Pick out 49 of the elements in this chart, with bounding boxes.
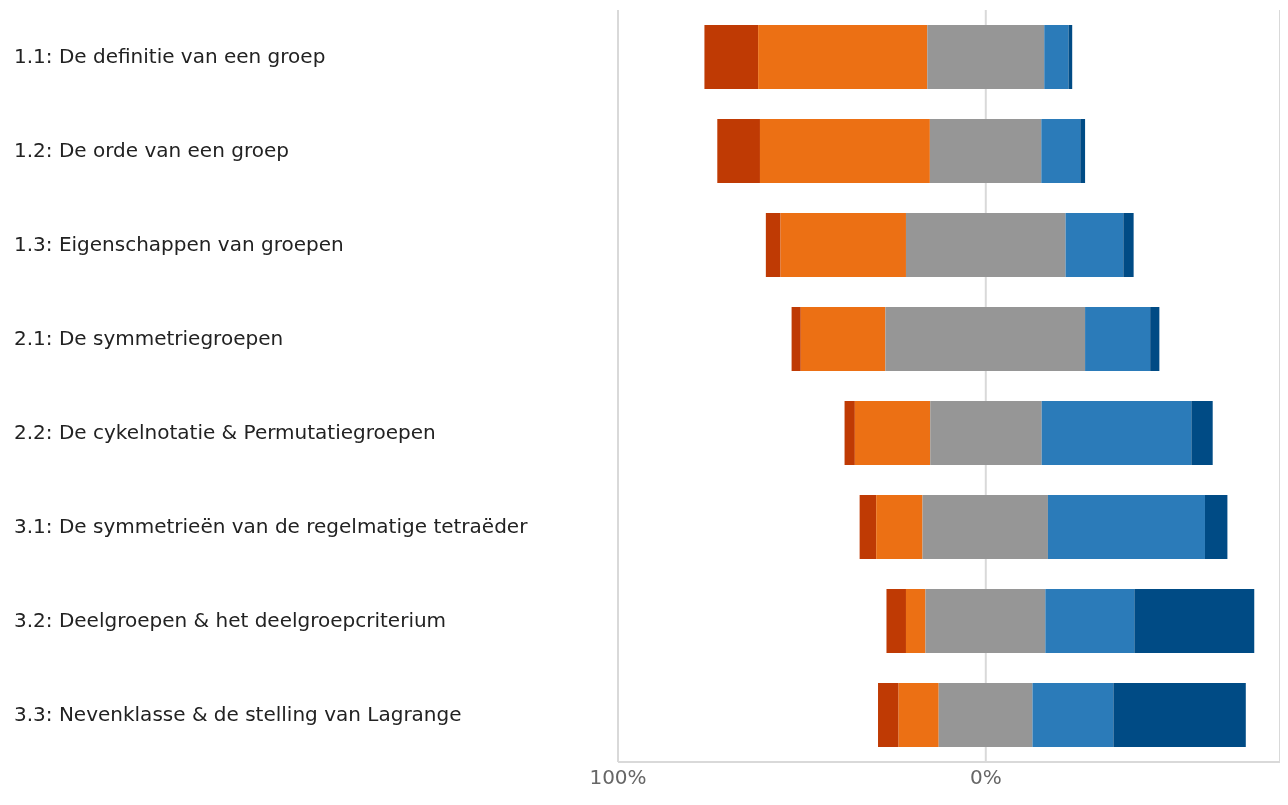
bar	[765, 213, 781, 277]
bar	[859, 495, 877, 559]
x-tick-label: 100%	[589, 765, 647, 790]
bar	[717, 119, 760, 183]
bar	[878, 683, 899, 747]
y-tick-label: 2.2: De cykelnotatie & Permutatiegroepen	[14, 419, 436, 444]
bar	[1150, 307, 1160, 371]
bar	[1204, 495, 1228, 559]
bar	[704, 25, 759, 89]
bar	[1191, 401, 1213, 465]
bar	[791, 307, 801, 371]
bar	[876, 495, 923, 559]
y-tick-label: 3.1: De symmetrieën van de regelmatige tetraëder	[14, 513, 529, 538]
bar	[1113, 683, 1246, 747]
bar	[1032, 683, 1114, 747]
bar	[929, 119, 1042, 183]
bar	[854, 401, 931, 465]
bar	[1065, 213, 1124, 277]
bar	[885, 307, 1086, 371]
bar	[927, 25, 1045, 89]
bar	[1047, 495, 1205, 559]
bar	[759, 119, 930, 183]
y-tick-label: 3.3: Nevenklasse & de stelling van Lagrange	[14, 701, 462, 726]
bar	[758, 25, 928, 89]
bar	[886, 589, 906, 653]
y-tick-label: 1.2: De orde van een groep	[14, 137, 289, 162]
y-tick-label: 1.3: Eigenschappen van groepen	[14, 231, 344, 256]
bar	[844, 401, 855, 465]
bar	[905, 213, 1066, 277]
bar	[800, 307, 886, 371]
bar	[1045, 589, 1135, 653]
bar	[905, 589, 926, 653]
bar	[1080, 119, 1086, 183]
bar	[1044, 25, 1069, 89]
bar	[930, 401, 1042, 465]
bar	[898, 683, 939, 747]
bar	[1085, 307, 1151, 371]
bar	[925, 589, 1046, 653]
bar	[938, 683, 1033, 747]
bar	[780, 213, 906, 277]
bar	[1134, 589, 1255, 653]
x-tick-label: 0%	[969, 765, 1002, 790]
bar	[1123, 213, 1134, 277]
bar	[1041, 401, 1192, 465]
y-tick-label: 2.1: De symmetriegroepen	[14, 325, 284, 350]
bar	[922, 495, 1048, 559]
y-tick-label: 3.2: Deelgroepen & het deelgroepcriterium	[14, 607, 447, 632]
bar	[1041, 119, 1081, 183]
y-tick-label: 1.1: De definitie van een groep	[14, 43, 326, 68]
